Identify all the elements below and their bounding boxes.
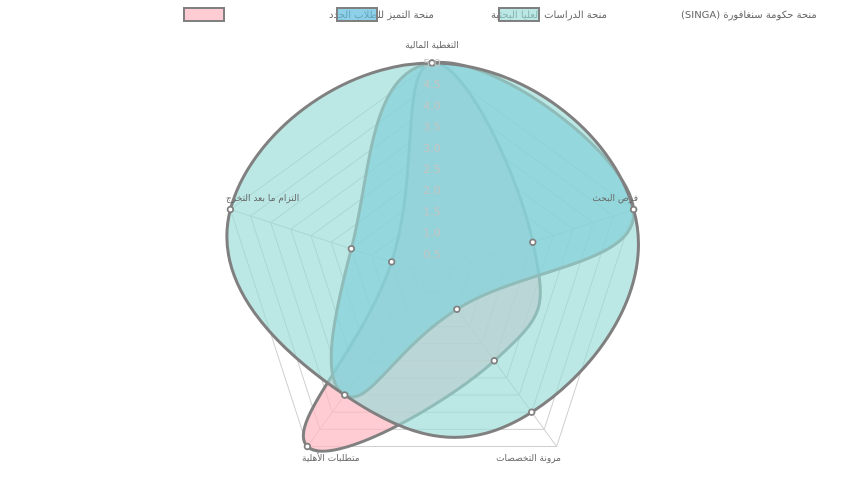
tick-label: 3.0 — [423, 142, 441, 155]
data-point[interactable] — [453, 305, 461, 313]
axis-label: مرونة التخصصات — [496, 454, 561, 464]
legend: منحة التميز للطلاب الجدد منحة الدراسات ال… — [183, 7, 817, 22]
data-point[interactable] — [490, 357, 499, 365]
axis-label: متطلبات الأهلية — [302, 452, 360, 464]
data-point[interactable] — [303, 442, 312, 451]
series-area-3[interactable] — [225, 61, 640, 439]
tick-label: 4.5 — [423, 78, 441, 91]
data-point[interactable] — [529, 238, 537, 246]
data-point[interactable] — [629, 205, 638, 214]
data-point[interactable] — [387, 258, 396, 266]
axis-label: التزام ما بعد التخرج — [226, 194, 299, 204]
tick-label: 2.5 — [423, 163, 441, 176]
tick-label: 0.5 — [423, 248, 441, 261]
series-layer — [225, 61, 640, 453]
tick-label: 3.5 — [423, 121, 441, 134]
axis-labels: التغطية المالية فرص البحث مرونة التخصصات مت… — [226, 41, 638, 464]
data-point[interactable] — [428, 59, 436, 67]
axis-label: التغطية المالية — [405, 41, 459, 51]
tick-label: 4.0 — [423, 99, 441, 112]
tick-labels: 0.5 1.0 1.5 2.0 2.5 3.0 3.5 4.0 4.5 5.0 — [423, 57, 441, 261]
legend-swatch-3[interactable] — [498, 7, 540, 22]
axis-label: فرص البحث — [592, 194, 638, 204]
legend-swatch-1[interactable] — [183, 7, 225, 22]
legend-label-1[interactable]: منحة التميز للطلاب الجدد — [329, 10, 434, 21]
tick-label: 1.0 — [423, 227, 441, 240]
data-point[interactable] — [226, 205, 235, 214]
legend-swatch-2[interactable] — [336, 7, 378, 22]
points-layer — [226, 59, 638, 451]
data-point[interactable] — [341, 391, 349, 399]
legend-label-3[interactable]: منحة حكومة سنغافورة (SINGA) — [681, 10, 817, 21]
tick-label: 1.5 — [423, 205, 441, 218]
data-point[interactable] — [527, 408, 536, 416]
tick-label: 2.0 — [423, 184, 441, 197]
tick-label: 5.0 — [423, 57, 441, 70]
data-point[interactable] — [347, 245, 356, 253]
legend-label-2[interactable]: منحة الدراسات العليا البحثية — [491, 10, 607, 21]
